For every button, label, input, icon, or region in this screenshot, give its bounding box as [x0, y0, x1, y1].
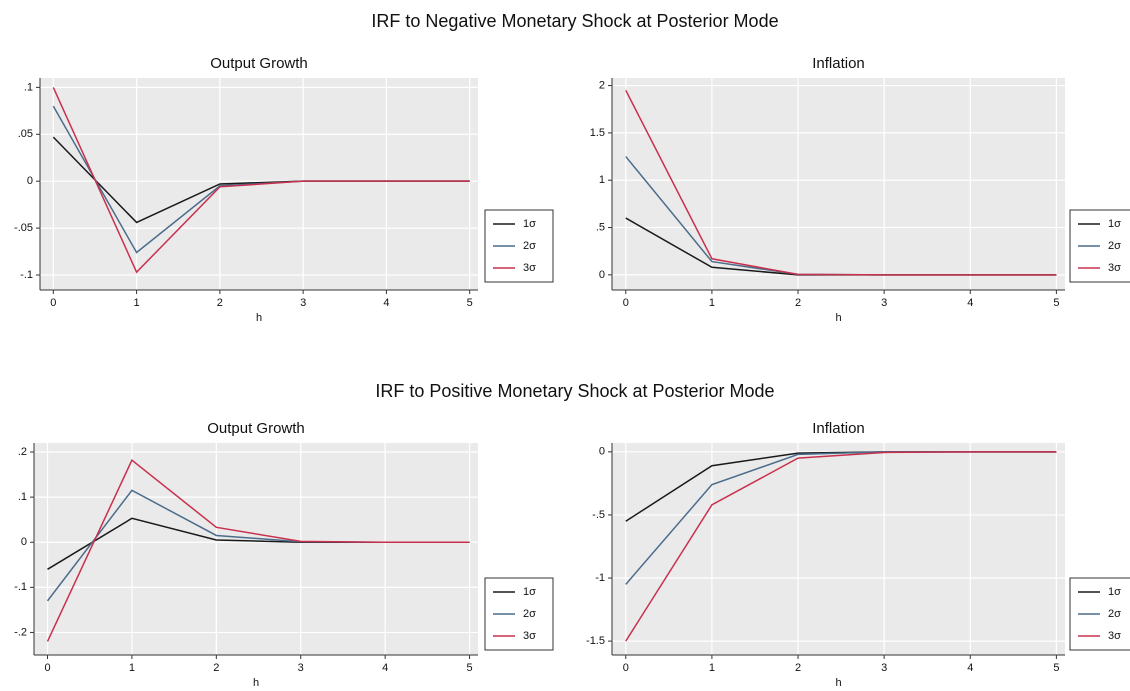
x-tick-label: 0: [50, 297, 56, 309]
plot-area: [612, 443, 1065, 655]
legend-label: 1σ: [523, 586, 536, 598]
x-tick-label: 3: [881, 297, 887, 309]
x-tick-label: 4: [383, 297, 389, 309]
panel-title: Inflation: [812, 55, 865, 72]
y-tick-label: 1.5: [590, 127, 605, 139]
y-tick-label: -.2: [14, 626, 27, 638]
series-line: [625, 451, 1057, 642]
x-tick-label: 3: [881, 662, 887, 674]
legend-label: 3σ: [523, 262, 536, 274]
series-line: [46, 458, 470, 642]
x-tick-label: 3: [300, 297, 306, 309]
x-tick-label: 4: [382, 662, 388, 674]
y-tick-label: .5: [596, 221, 605, 233]
x-tick-label: 5: [467, 297, 473, 309]
x-tick-label: 0: [623, 662, 629, 674]
y-tick-label: 0: [27, 175, 33, 187]
legend-label: 1σ: [1108, 586, 1121, 598]
y-tick-label: -1: [595, 572, 605, 584]
x-axis-label: h: [256, 312, 262, 324]
y-tick-label: .05: [18, 128, 33, 140]
legend-label: 2σ: [1108, 608, 1121, 620]
x-axis-label: h: [253, 677, 259, 689]
series-line: [625, 89, 1057, 276]
x-tick-label: 1: [709, 662, 715, 674]
y-tick-label: 0: [599, 269, 605, 281]
y-tick-label: -.1: [20, 269, 33, 281]
panel-title: Output Growth: [207, 420, 305, 437]
x-tick-label: 2: [795, 662, 801, 674]
figure-title: IRF to Negative Monetary Shock at Poster…: [371, 11, 778, 31]
legend-label: 1σ: [1108, 218, 1121, 230]
y-tick-label: .2: [18, 446, 27, 458]
plot-area: [34, 443, 478, 655]
legend-label: 2σ: [523, 240, 536, 252]
plot-area: [612, 78, 1065, 290]
series-line: [52, 87, 470, 274]
legend-label: 3σ: [523, 630, 536, 642]
y-tick-label: .1: [18, 491, 27, 503]
y-tick-label: -.1: [14, 581, 27, 593]
x-tick-label: 5: [1053, 662, 1059, 674]
y-tick-label: 1: [599, 174, 605, 186]
y-tick-label: 0: [599, 446, 605, 458]
x-tick-label: 0: [623, 297, 629, 309]
y-tick-label: -.05: [14, 222, 33, 234]
y-tick-label: -1.5: [586, 635, 605, 647]
x-tick-label: 1: [134, 297, 140, 309]
legend-label: 1σ: [523, 218, 536, 230]
y-tick-label: -.5: [592, 509, 605, 521]
y-tick-label: .1: [24, 81, 33, 93]
panel-title: Output Growth: [210, 55, 308, 72]
x-axis-label: h: [835, 677, 841, 689]
legend-label: 2σ: [523, 608, 536, 620]
legend-label: 3σ: [1108, 262, 1121, 274]
x-tick-label: 4: [967, 297, 973, 309]
x-tick-label: 2: [217, 297, 223, 309]
y-tick-label: 2: [599, 79, 605, 91]
x-tick-label: 2: [213, 662, 219, 674]
x-tick-label: 2: [795, 297, 801, 309]
x-tick-label: 1: [129, 662, 135, 674]
x-tick-label: 5: [466, 662, 472, 674]
legend-label: 3σ: [1108, 630, 1121, 642]
x-tick-label: 4: [967, 662, 973, 674]
panel-title: Inflation: [812, 420, 865, 437]
x-tick-label: 3: [298, 662, 304, 674]
x-tick-label: 5: [1053, 297, 1059, 309]
x-tick-label: 0: [44, 662, 50, 674]
legend-label: 2σ: [1108, 240, 1121, 252]
y-tick-label: 0: [21, 536, 27, 548]
figure-title: IRF to Positive Monetary Shock at Poster…: [375, 381, 774, 401]
x-tick-label: 1: [709, 297, 715, 309]
x-axis-label: h: [835, 312, 841, 324]
